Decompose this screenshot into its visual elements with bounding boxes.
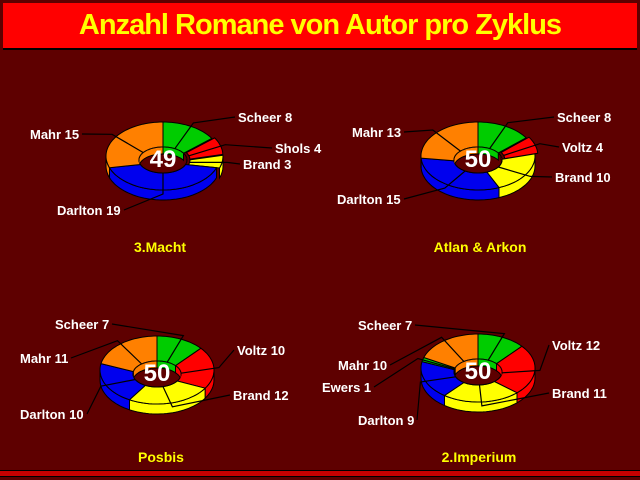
leader-line-shols [188, 144, 273, 157]
slice-label-brand: Brand 11 [552, 386, 607, 401]
slice-inner-wall-mahr [454, 147, 479, 167]
center-total: 50 [464, 358, 492, 385]
slice-label-darlton: Darlton 9 [358, 413, 415, 428]
slice-label-voltz: Voltz 12 [552, 338, 601, 353]
slice-label-darlton: Darlton 15 [337, 192, 401, 207]
slice-label-ewers: Ewers 1 [322, 380, 372, 395]
slice-label-voltz: Voltz 4 [562, 140, 603, 155]
slice-label-scheer: Scheer 7 [55, 317, 110, 332]
leader-line-voltz [180, 349, 235, 374]
leader-line-scheer [489, 116, 555, 149]
leader-line-brand [498, 166, 553, 178]
slice-label-brand: Brand 12 [233, 388, 289, 403]
slice-label-scheer: Scheer 8 [238, 110, 293, 125]
leader-line-mahr [403, 129, 461, 152]
leader-line-mahr [389, 336, 465, 366]
leader-line-brand [478, 384, 550, 407]
chart-title-3-macht: 3.Macht [133, 239, 187, 255]
slice-inner-wall-mahr [139, 147, 164, 167]
leader-line-voltz [503, 143, 560, 156]
page-title: Anzahl Romane von Autor pro Zyklus [78, 9, 562, 41]
leader-line-darlton [403, 170, 466, 200]
leader-line-darlton [416, 376, 456, 421]
slice-label-mahr: Mahr 13 [352, 125, 402, 140]
slice-label-mahr: Mahr 15 [30, 127, 80, 142]
slice-label-darlton: Darlton 19 [57, 203, 121, 218]
slice-label-darlton: Darlton 10 [20, 407, 84, 422]
slice-label-brand: Brand 3 [243, 157, 292, 172]
bottom-bar [0, 470, 640, 477]
slice-label-mahr: Mahr 10 [338, 358, 388, 373]
leader-line-mahr [70, 340, 143, 365]
slice-label-mahr: Mahr 11 [20, 351, 69, 366]
center-total: 50 [143, 360, 171, 387]
leader-line-scheer [414, 324, 506, 361]
slice-label-brand: Brand 10 [555, 170, 611, 185]
chart-title-2-imperium: 2.Imperium [441, 449, 517, 465]
slice-label-voltz: Voltz 10 [237, 343, 286, 358]
leader-line-brand [162, 386, 231, 408]
title-bar: Anzahl Romane von Autor pro Zyklus [3, 3, 637, 50]
slice-label-shols: Shols 4 [275, 141, 322, 156]
leader-line-mahr [81, 133, 144, 154]
slice-label-scheer: Scheer 8 [557, 110, 612, 125]
chart-title-atlan-arkon: Atlan & Arkon [433, 239, 527, 255]
leader-line-scheer [111, 323, 185, 363]
chart-title-posbis: Posbis [138, 449, 184, 465]
center-total: 49 [149, 146, 177, 173]
leader-line-darlton [123, 173, 164, 211]
leader-line-scheer [174, 116, 236, 150]
leader-line-darlton [86, 378, 136, 415]
center-total: 50 [464, 146, 492, 173]
leader-line-brand [189, 161, 241, 165]
slice-inner-wall-mahr [454, 359, 479, 377]
leader-line-ewers [373, 357, 455, 388]
leader-line-voltz [501, 344, 550, 374]
slice-label-scheer: Scheer 7 [358, 318, 413, 333]
